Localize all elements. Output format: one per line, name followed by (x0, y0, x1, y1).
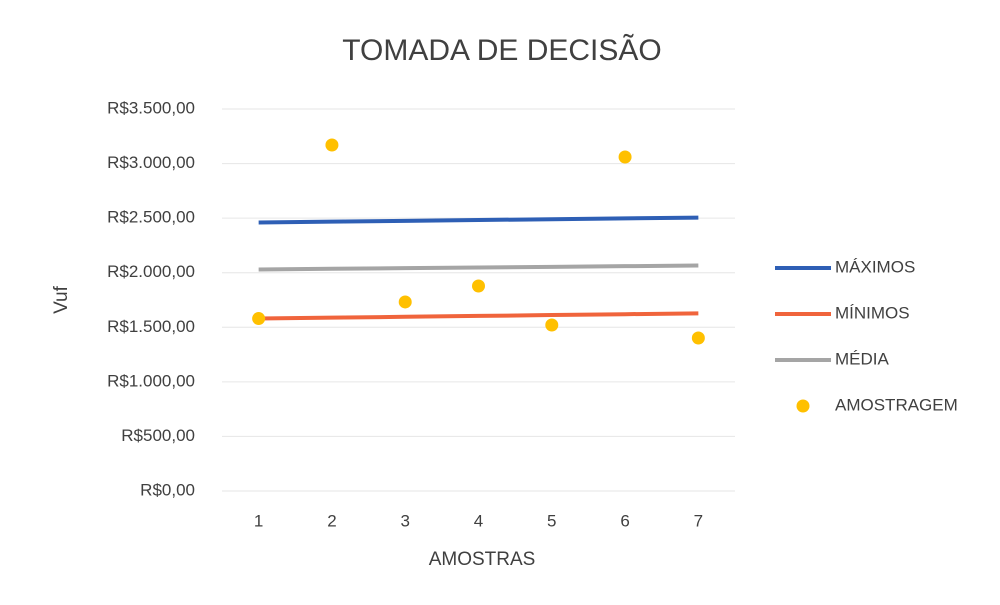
x-tick-label: 7 (694, 511, 703, 530)
data-point (325, 138, 339, 152)
data-point (398, 295, 412, 309)
data-point (618, 150, 632, 164)
y-tick-label: R$1.500,00 (107, 317, 195, 336)
x-tick-label: 2 (327, 511, 336, 530)
x-tick-label: 6 (620, 511, 629, 530)
y-tick-label: R$1.000,00 (107, 371, 195, 390)
legend-label: MÁXIMOS (835, 257, 915, 276)
y-tick-label: R$3.000,00 (107, 153, 195, 172)
legend-label: MÍNIMOS (835, 303, 910, 322)
y-tick-label: R$500,00 (121, 426, 195, 445)
legend-marker (796, 399, 810, 413)
x-tick-label: 4 (474, 511, 483, 530)
x-axis-label: AMOSTRAS (429, 549, 536, 570)
series-line (258, 263, 699, 272)
data-point (545, 318, 559, 332)
legend-label: MÉDIA (835, 349, 890, 368)
legend-label: AMOSTRAGEM (835, 395, 958, 414)
x-tick-label: 3 (400, 511, 409, 530)
y-tick-label: R$0,00 (140, 480, 195, 499)
y-tick-label: R$2.500,00 (107, 208, 195, 227)
chart-title: TOMADA DE DECISÃO (342, 33, 662, 67)
data-point (472, 279, 485, 293)
series-line (258, 311, 699, 321)
data-point (691, 331, 705, 345)
series-line (258, 215, 699, 225)
y-axis-label: Vuf (51, 285, 72, 314)
y-tick-label: R$2.000,00 (107, 262, 195, 281)
y-tick-label: R$3.500,00 (107, 98, 195, 117)
data-point (252, 312, 266, 326)
x-tick-label: 5 (547, 511, 556, 530)
x-tick-label: 1 (254, 511, 263, 530)
